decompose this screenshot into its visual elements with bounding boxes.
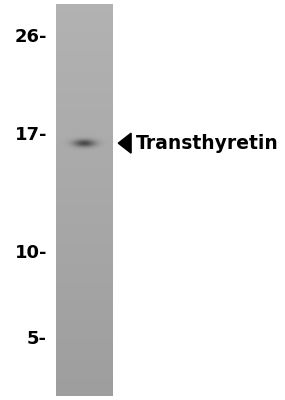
Text: 26-: 26- [15, 28, 47, 46]
Text: 10-: 10- [15, 244, 47, 262]
Text: 17-: 17- [15, 126, 47, 144]
Text: Transthyretin: Transthyretin [135, 134, 278, 153]
Polygon shape [118, 133, 131, 153]
Text: 5-: 5- [27, 330, 47, 348]
